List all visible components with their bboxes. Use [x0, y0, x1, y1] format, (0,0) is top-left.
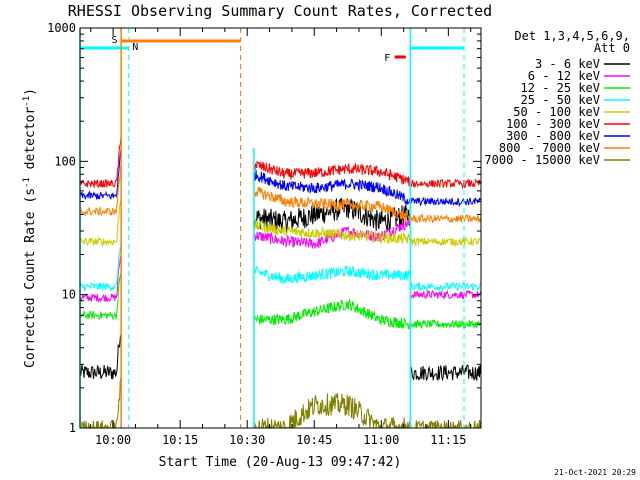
x-tick-label: 10:45: [296, 433, 332, 447]
x-tick-label: 11:00: [363, 433, 399, 447]
series-line: [409, 364, 482, 382]
flare-flag-label: F: [384, 53, 390, 64]
legend-header-line2: Att 0: [594, 41, 630, 55]
series-line: [409, 178, 482, 190]
series-line: [79, 334, 122, 380]
y-tick-label: 1: [69, 421, 76, 435]
legend-label: 300 - 800 keV: [506, 129, 600, 143]
x-tick-label: 10:00: [95, 433, 131, 447]
y-tick-label: 100: [54, 154, 76, 168]
y-tick-label: 10: [62, 288, 76, 302]
legend-label: 800 - 7000 keV: [499, 141, 600, 155]
series-line: [409, 419, 482, 429]
chart-title: RHESSI Observing Summary Count Rates, Co…: [68, 2, 492, 20]
timestamp: 21-Oct-2021 20:29: [554, 468, 636, 477]
series-line: [253, 187, 411, 223]
series-line: [409, 236, 482, 247]
series-line: [253, 160, 411, 187]
series-line: [253, 264, 411, 285]
series-line: [79, 199, 122, 247]
series-line: [79, 255, 122, 303]
legend-label: 12 - 25 keV: [521, 81, 600, 95]
y-axis-label: Corrected Count Rate (s-1 detector-1): [22, 88, 38, 368]
series-line: [409, 289, 482, 300]
y-axis: 1 10 100 1000: [47, 21, 481, 435]
legend-label: 3 - 6 keV: [535, 57, 600, 71]
series-line: [79, 149, 122, 200]
legend-label: 100 - 300 keV: [506, 117, 600, 131]
plot-frame: [79, 27, 482, 429]
series-line: [410, 318, 482, 330]
series-line: [253, 220, 411, 245]
series-line: [79, 137, 122, 189]
series-line: [409, 281, 482, 293]
series-layer: [79, 137, 482, 430]
legend-label: 50 - 100 keV: [513, 105, 600, 119]
y-tick-label: 1000: [47, 21, 76, 35]
x-tick-label: 10:15: [162, 433, 198, 447]
night-flag-label: N: [132, 42, 138, 53]
saa-flag-label: S: [112, 35, 118, 46]
legend-label: 6 - 12 keV: [528, 69, 600, 83]
x-axis: 10:00 10:15 10:30 10:45 11:00 11:15: [90, 28, 472, 447]
series-line: [79, 245, 122, 293]
legend-label: 25 - 50 keV: [521, 93, 600, 107]
x-tick-label: 11:15: [430, 433, 466, 447]
legend-label: 7000 - 15000 keV: [484, 153, 600, 167]
series-line: [409, 213, 482, 224]
series-line: [409, 196, 482, 208]
series-line: [79, 273, 122, 321]
series-line: [253, 393, 411, 430]
legend-header-line1: Det 1,3,4,5,6,9,: [514, 29, 630, 43]
series-line: [253, 298, 411, 330]
overlay-layer: S N F: [79, 28, 465, 428]
x-axis-label: Start Time (20-Aug-13 09:47:42): [159, 455, 402, 470]
x-tick-label: 10:30: [229, 433, 265, 447]
series-line: [79, 164, 122, 218]
series-line: [80, 376, 122, 430]
series-line: [253, 169, 411, 205]
